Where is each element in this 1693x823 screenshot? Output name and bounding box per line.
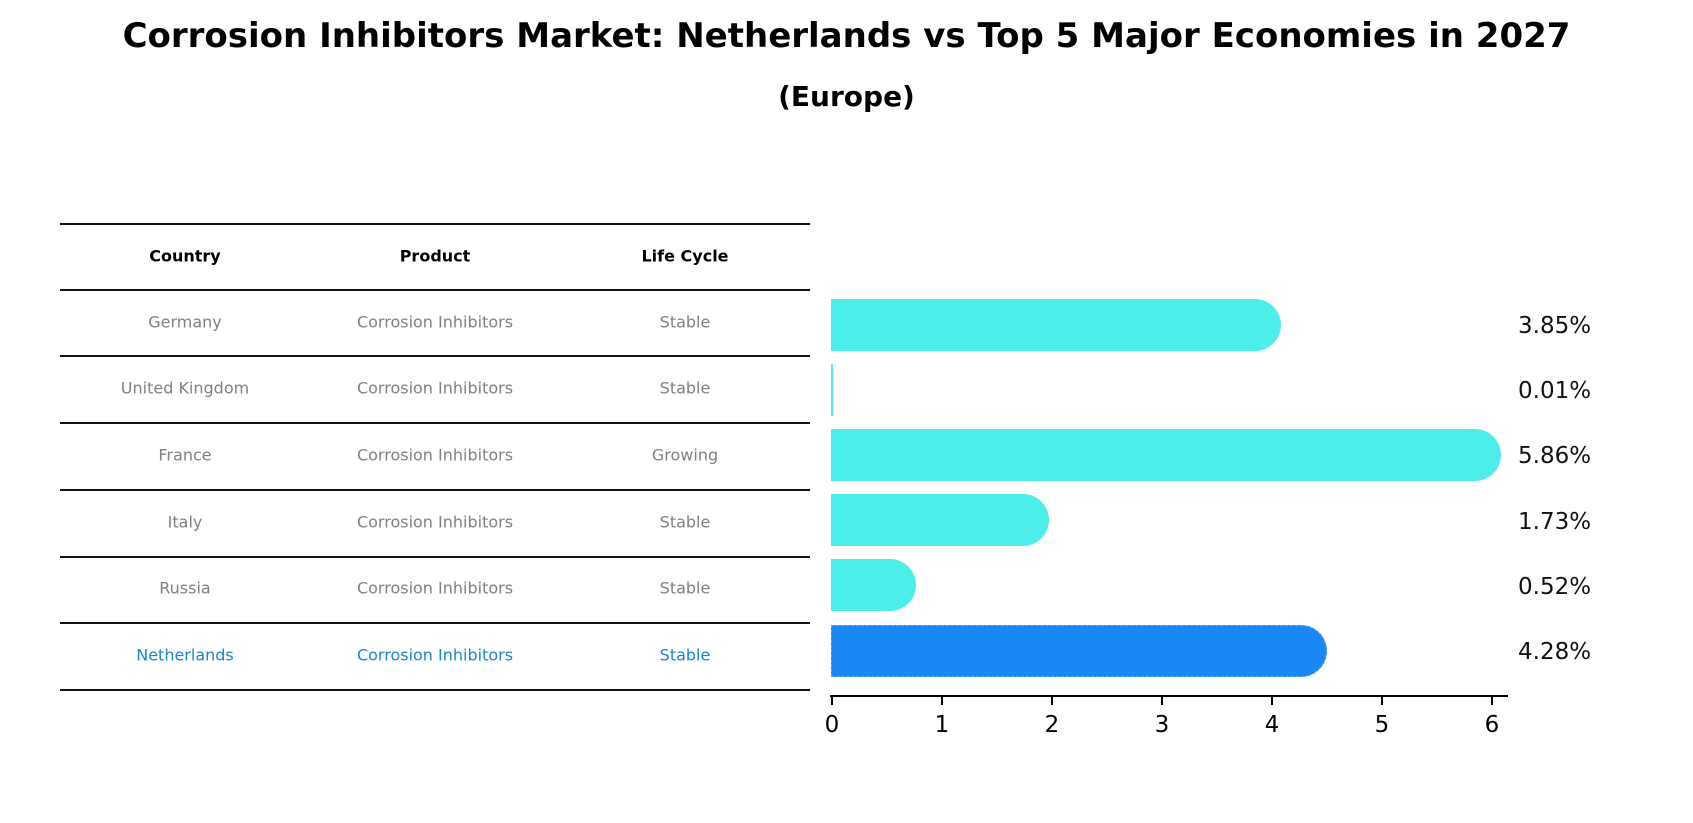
table-rule bbox=[60, 556, 810, 558]
header-life-cycle: Life Cycle bbox=[641, 246, 729, 266]
x-tick bbox=[1381, 696, 1383, 705]
table-rule bbox=[60, 355, 810, 357]
value-label: 5.86% bbox=[1518, 443, 1592, 469]
x-tick-label: 1 bbox=[934, 712, 950, 738]
value-label: 3.85% bbox=[1518, 313, 1592, 339]
cell-life-cycle: Stable bbox=[659, 578, 711, 598]
cell-product: Corrosion Inhibitors bbox=[356, 512, 514, 532]
cell-product: Corrosion Inhibitors bbox=[356, 378, 514, 398]
cell-country: Germany bbox=[148, 312, 222, 332]
value-label: 0.52% bbox=[1518, 574, 1592, 600]
table-rule bbox=[60, 689, 810, 691]
cell-life-cycle: Stable bbox=[659, 512, 711, 532]
table-rule bbox=[60, 422, 810, 424]
x-tick bbox=[1161, 696, 1163, 705]
x-tick-label: 3 bbox=[1154, 712, 1170, 738]
value-label: 4.28% bbox=[1518, 639, 1592, 665]
x-tick-label: 4 bbox=[1264, 712, 1280, 738]
bar-italy bbox=[831, 494, 1049, 546]
value-label: 0.01% bbox=[1518, 378, 1592, 404]
cell-life-cycle: Stable bbox=[659, 312, 711, 332]
x-tick bbox=[1051, 696, 1053, 705]
cell-life-cycle-highlight: Stable bbox=[659, 645, 711, 665]
cell-life-cycle: Growing bbox=[651, 445, 719, 465]
cell-country: United Kingdom bbox=[120, 378, 250, 398]
x-tick bbox=[941, 696, 943, 705]
x-tick bbox=[1271, 696, 1273, 705]
x-axis bbox=[830, 695, 1508, 697]
cell-product-highlight: Corrosion Inhibitors bbox=[356, 645, 514, 665]
table-rule bbox=[60, 622, 810, 624]
cell-life-cycle: Stable bbox=[659, 378, 711, 398]
cell-country-highlight: Netherlands bbox=[136, 645, 234, 665]
x-tick-label: 5 bbox=[1374, 712, 1390, 738]
cell-country: Russia bbox=[159, 578, 211, 598]
header-product: Product bbox=[399, 246, 471, 266]
cell-product: Corrosion Inhibitors bbox=[356, 445, 514, 465]
bar-russia bbox=[831, 559, 916, 611]
header-country: Country bbox=[149, 246, 221, 266]
chart-subtitle: (Europe) bbox=[778, 80, 915, 113]
cell-product: Corrosion Inhibitors bbox=[356, 312, 514, 332]
chart-title: Corrosion Inhibitors Market: Netherlands… bbox=[122, 16, 1571, 56]
table-rule bbox=[60, 289, 810, 291]
bar-france bbox=[831, 429, 1501, 481]
x-tick bbox=[831, 696, 833, 705]
cell-country: France bbox=[158, 445, 212, 465]
value-label: 1.73% bbox=[1518, 509, 1592, 535]
x-tick-label: 2 bbox=[1044, 712, 1060, 738]
bar-netherlands-highlight bbox=[831, 625, 1327, 677]
cell-country: Italy bbox=[167, 512, 203, 532]
table-rule bbox=[60, 223, 810, 225]
x-tick bbox=[1491, 696, 1493, 705]
bar-united-kingdom bbox=[831, 364, 833, 416]
bar-germany bbox=[831, 299, 1281, 351]
x-tick-label: 0 bbox=[824, 712, 840, 738]
cell-product: Corrosion Inhibitors bbox=[356, 578, 514, 598]
table-rule bbox=[60, 489, 810, 491]
x-tick-label: 6 bbox=[1484, 712, 1500, 738]
